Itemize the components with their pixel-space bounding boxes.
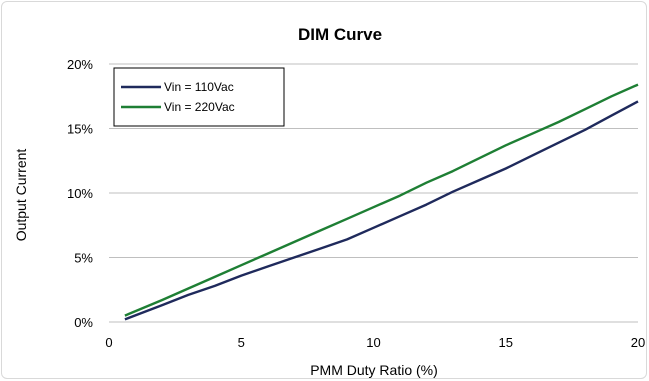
series-lines [124,83,639,321]
x-tick-label: 0 [105,335,112,350]
legend-box [113,67,285,127]
y-tick-label: 5% [74,251,93,266]
x-tick-labels: 0 5 10 15 20 [105,335,645,350]
legend: Vin = 110Vac Vin = 220Vac [113,67,285,127]
legend-label: Vin = 220Vac [164,100,235,114]
x-tick-label: 20 [631,335,645,350]
y-tick-label: 10% [67,186,93,201]
y-tick-label: 15% [67,122,93,137]
y-tick-labels: 0% 5% 10% 15% 20% [67,57,93,330]
legend-label: Vin = 110Vac [164,80,234,94]
x-axis-label: PMM Duty Ratio (%) [310,362,438,378]
y-tick-label: 20% [67,57,93,72]
y-axis-label: Output Current [13,149,29,242]
y-tick-label: 0% [74,315,93,330]
chart-title: DIM Curve [298,25,382,44]
series-line-1 [124,100,639,321]
x-tick-label: 10 [366,335,380,350]
series-line-2 [124,83,639,317]
x-tick-label: 5 [238,335,245,350]
gridlines [109,63,638,258]
x-tick-label: 15 [499,335,513,350]
